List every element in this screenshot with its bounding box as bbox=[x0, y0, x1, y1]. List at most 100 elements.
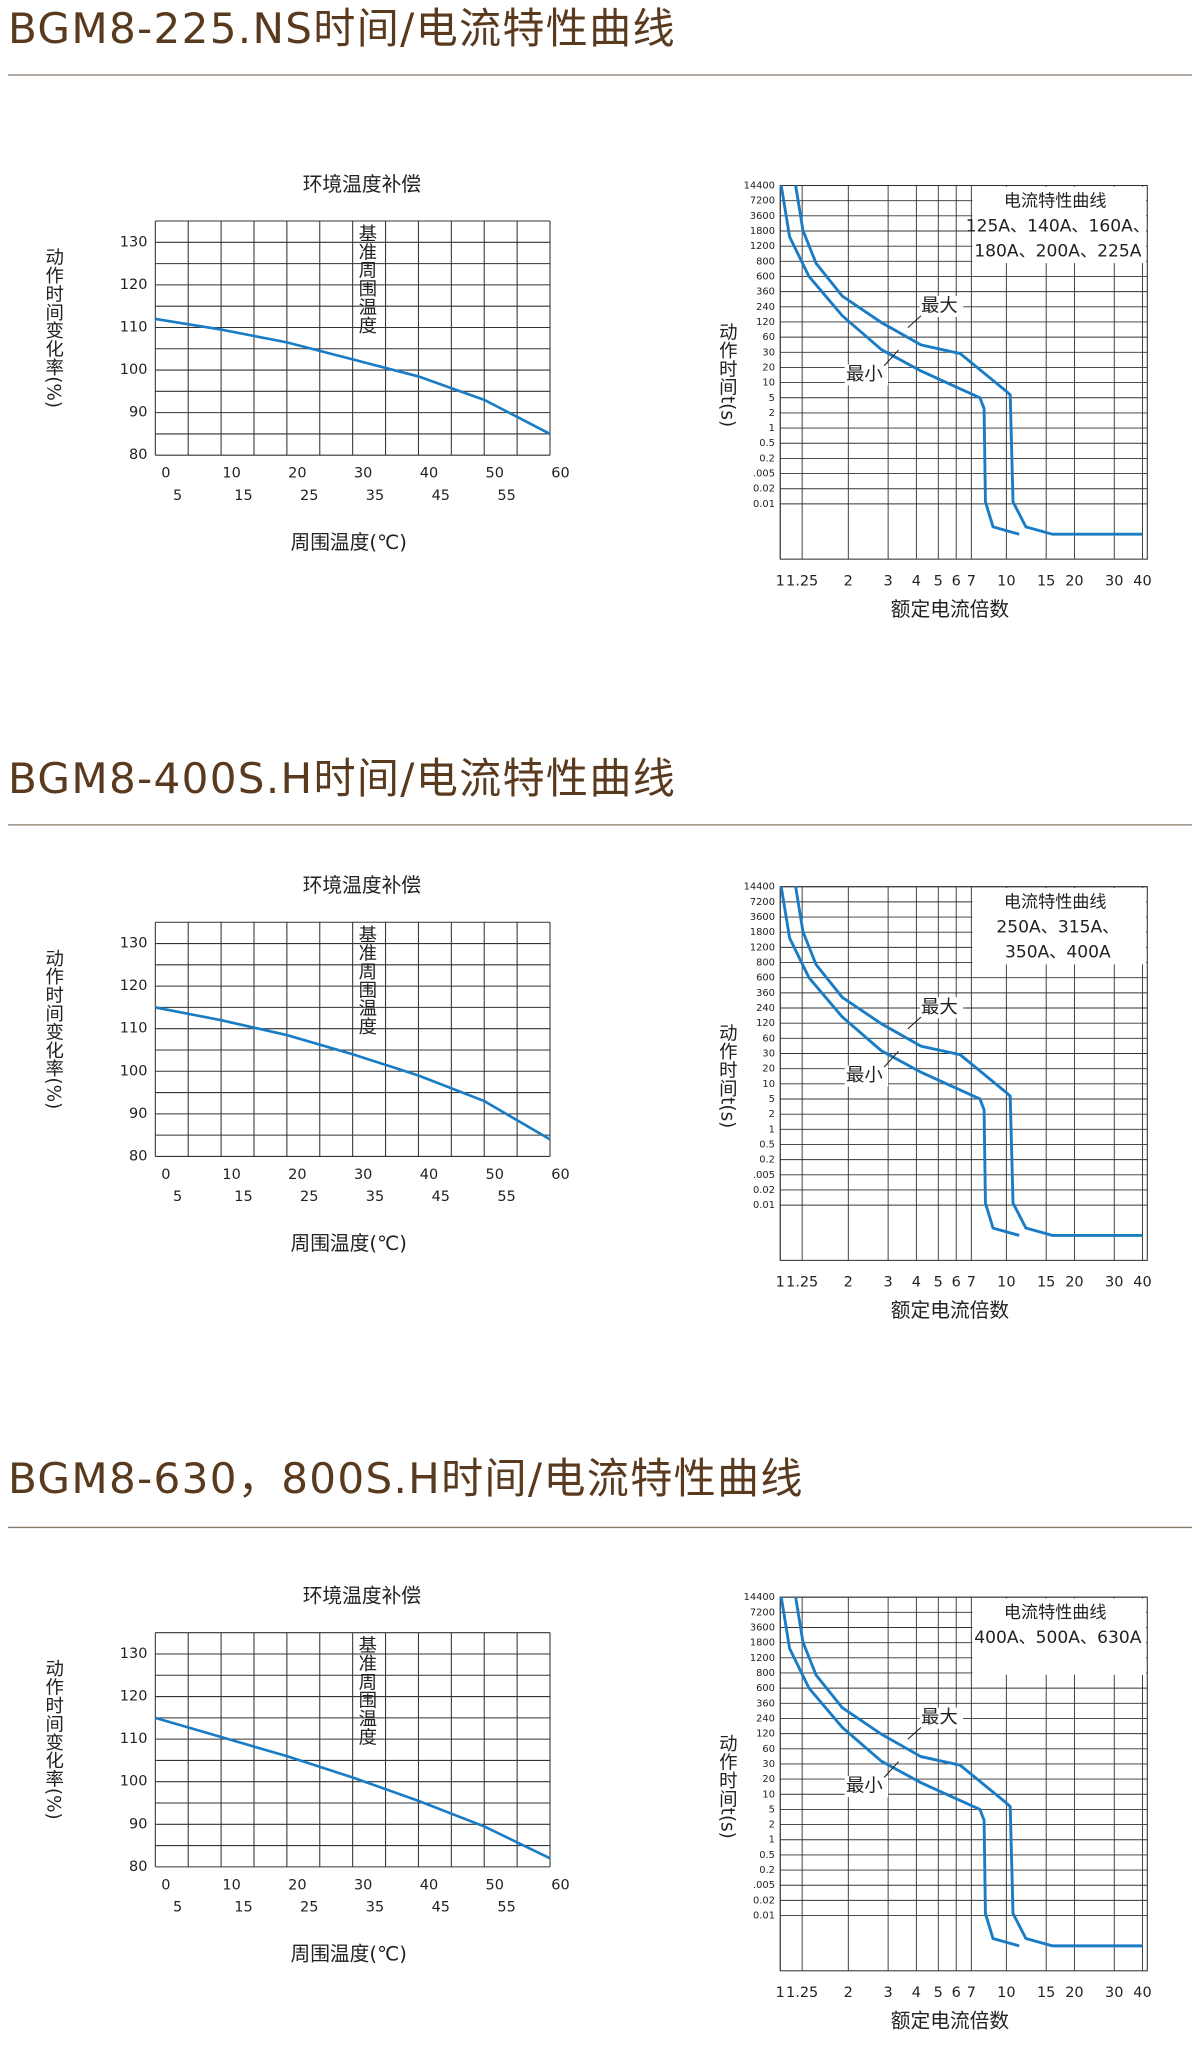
curve-label-bg bbox=[919, 296, 964, 318]
y-tick-label: 60 bbox=[762, 1033, 775, 1044]
x-tick-label: 15 bbox=[1037, 574, 1055, 590]
temp-curve bbox=[155, 1006, 551, 1141]
x-tick-label: 30 bbox=[354, 1877, 372, 1893]
y-tick-label: .005 bbox=[753, 469, 775, 480]
legend-line: 250A、315A、 bbox=[996, 918, 1119, 938]
temp-curve bbox=[154, 1716, 551, 1860]
y-tick-label: 800 bbox=[756, 1668, 775, 1679]
y-tick-label: 80 bbox=[129, 447, 147, 463]
x-tick-label: 40 bbox=[420, 1877, 438, 1893]
x-tick-label: 6 bbox=[952, 1275, 961, 1291]
x-tick-label: 4 bbox=[912, 1275, 921, 1291]
y-tick-label: 3600 bbox=[750, 912, 775, 923]
chart-title: 环境温度补偿 bbox=[303, 1585, 421, 1608]
y-tick-label: 800 bbox=[756, 958, 775, 969]
curve-label-arrow bbox=[907, 315, 922, 328]
y-tick-label: 30 bbox=[762, 1049, 775, 1060]
x-tick-label: 30 bbox=[1105, 1985, 1123, 2001]
legend-box bbox=[972, 888, 1146, 965]
legend-line: 350A、400A bbox=[1005, 943, 1111, 963]
x-axis-label: 额定电流倍数 bbox=[891, 2010, 1010, 2033]
x-tick-label: 1 bbox=[776, 1985, 785, 2001]
x-axis-label: 周围温度(℃) bbox=[291, 1232, 407, 1255]
curve-label-bg bbox=[919, 997, 964, 1019]
x-tick-label: 20 bbox=[1065, 574, 1083, 590]
y-tick-label: 0.02 bbox=[753, 1895, 775, 1906]
y-tick-label: 240 bbox=[756, 1003, 775, 1014]
y-tick-label: 100 bbox=[120, 362, 148, 378]
curve-label-arrow bbox=[883, 1050, 900, 1068]
y-tick-label: 90 bbox=[129, 1106, 147, 1122]
y-tick-label: 1800 bbox=[750, 927, 775, 938]
section-heading: BGM8-400S.H时间/电流特性曲线 bbox=[8, 754, 676, 803]
x-tick-label: 20 bbox=[1065, 1985, 1083, 2001]
y-tick-label: 120 bbox=[120, 1689, 148, 1705]
y-tick-label: 80 bbox=[129, 1859, 147, 1875]
x-tick-label: 2 bbox=[844, 574, 853, 590]
x-tick-label: 10 bbox=[997, 1985, 1015, 2001]
temp-curve bbox=[155, 317, 551, 436]
section-heading: BGM8-225.NS时间/电流特性曲线 bbox=[8, 4, 676, 53]
y-tick-label: 130 bbox=[120, 936, 148, 952]
y-axis-label: 动作时间t(s) bbox=[716, 322, 737, 427]
x-tick-label: 60 bbox=[551, 1167, 569, 1183]
y-tick-label: 20 bbox=[762, 362, 775, 373]
y-tick-label: 14400 bbox=[744, 1592, 775, 1603]
y-tick-label: 5 bbox=[769, 1094, 775, 1105]
y-tick-label: 800 bbox=[756, 256, 775, 267]
curve-label-arrow bbox=[883, 349, 900, 367]
trip-curve bbox=[794, 185, 1143, 536]
x-tick-label: 55 bbox=[497, 1189, 515, 1205]
y-tick-label: 110 bbox=[120, 1731, 148, 1747]
x-tick-label: 60 bbox=[551, 466, 569, 482]
x-tick-label: 30 bbox=[354, 1167, 372, 1183]
legend-line: 180A、200A、225A bbox=[974, 241, 1141, 261]
x-tick-label: 5 bbox=[934, 1985, 943, 2001]
x-tick-label: 25 bbox=[300, 1900, 318, 1916]
y-tick-label: 130 bbox=[120, 1646, 148, 1662]
y-tick-label: 0.5 bbox=[759, 438, 775, 449]
y-tick-label: 0.01 bbox=[753, 1200, 775, 1211]
curve-label: 最小 bbox=[846, 1065, 883, 1086]
x-tick-label: 40 bbox=[420, 1167, 438, 1183]
x-tick-label: 6 bbox=[952, 574, 961, 590]
y-tick-label: 130 bbox=[120, 234, 148, 250]
y-tick-label: 2 bbox=[769, 408, 775, 419]
y-tick-label: 1 bbox=[769, 1124, 775, 1135]
y-tick-label: 100 bbox=[120, 1774, 148, 1790]
legend-line: 400A、500A、630A bbox=[974, 1628, 1141, 1648]
y-tick-label: 0.5 bbox=[759, 1850, 775, 1861]
x-tick-label: 55 bbox=[497, 488, 515, 504]
legend-title: 电流特性曲线 bbox=[1004, 191, 1107, 211]
y-tick-label: 2 bbox=[769, 1820, 775, 1831]
x-tick-label: 55 bbox=[497, 1900, 515, 1916]
y-axis-label: 动作时间变化率(%) bbox=[43, 1659, 64, 1820]
y-tick-label: 600 bbox=[756, 1683, 775, 1694]
x-tick-label: 40 bbox=[1133, 1985, 1151, 2001]
y-tick-label: 120 bbox=[120, 277, 148, 293]
x-tick-label: 30 bbox=[354, 466, 372, 482]
y-tick-label: 3600 bbox=[750, 211, 775, 222]
y-tick-label: 0.02 bbox=[753, 484, 775, 495]
x-tick-label: 5 bbox=[173, 1900, 182, 1916]
x-tick-label: 5 bbox=[934, 1275, 943, 1291]
y-tick-label: 7200 bbox=[750, 196, 775, 207]
curve-label-bg bbox=[844, 1776, 889, 1798]
x-tick-label: 25 bbox=[300, 1189, 318, 1205]
curve-label: 最大 bbox=[921, 296, 958, 317]
x-tick-label: 1.25 bbox=[786, 1985, 818, 2001]
y-tick-label: 7200 bbox=[750, 1607, 775, 1618]
y-tick-label: 1200 bbox=[750, 1653, 775, 1664]
y-tick-label: 14400 bbox=[744, 181, 775, 192]
x-tick-label: 60 bbox=[551, 1877, 569, 1893]
section-heading: BGM8-630，800S.H时间/电流特性曲线 bbox=[8, 1454, 804, 1503]
x-tick-label: 40 bbox=[420, 466, 438, 482]
x-tick-label: 45 bbox=[432, 1900, 450, 1916]
x-tick-label: 2 bbox=[844, 1275, 853, 1291]
chart-title: 环境温度补偿 bbox=[303, 874, 421, 897]
x-axis-label: 周围温度(℃) bbox=[291, 531, 407, 554]
y-tick-label: 120 bbox=[120, 978, 148, 994]
trip-curve bbox=[779, 185, 1020, 536]
x-tick-label: 5 bbox=[934, 574, 943, 590]
